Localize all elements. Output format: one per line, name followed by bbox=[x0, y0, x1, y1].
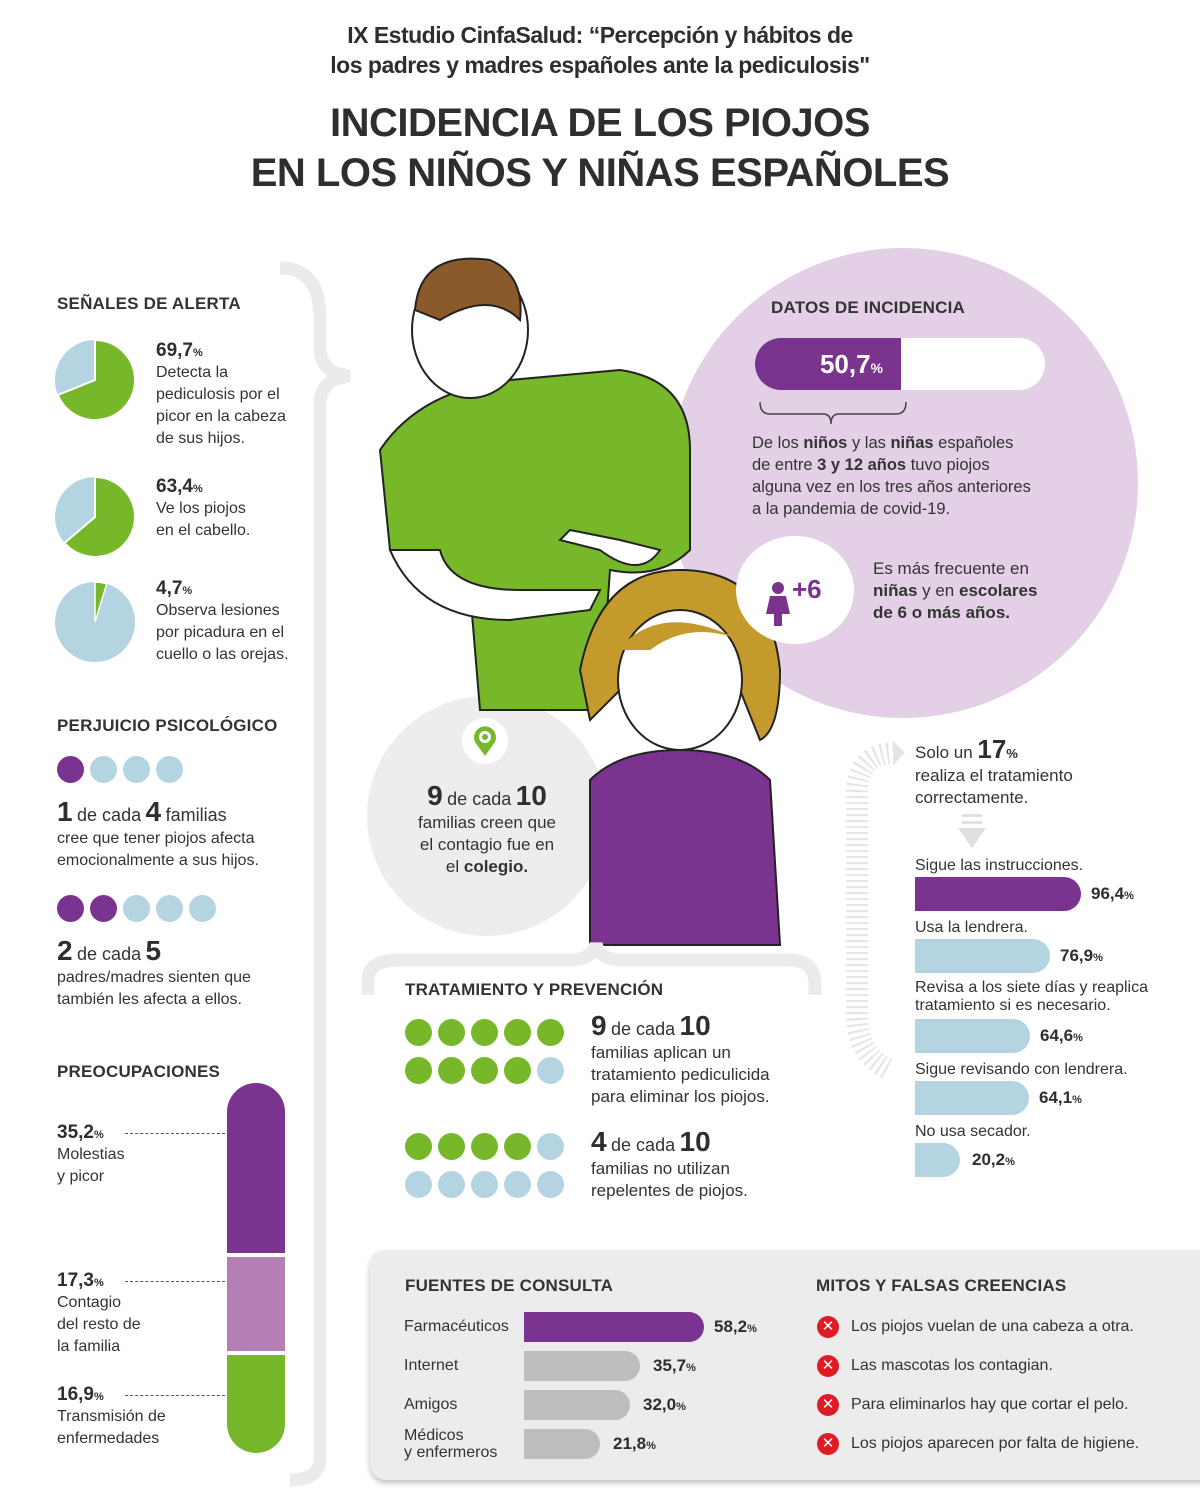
pie-chart-2 bbox=[53, 475, 137, 564]
subtitle: IX Estudio CinfaSalud: “Percepción y háb… bbox=[0, 20, 1200, 80]
incidencia-brace-icon bbox=[759, 401, 907, 425]
mito-item: ✕ Los piojos aparecen por falta de higie… bbox=[817, 1431, 1139, 1457]
curved-arrow-icon bbox=[846, 741, 905, 1080]
page-title: INCIDENCIA DE LOS PIOJOS EN LOS NIÑOS Y … bbox=[0, 98, 1200, 198]
colegio-text: 9 de cada 10 familias creen que el conta… bbox=[418, 780, 556, 876]
left-bracket bbox=[280, 258, 351, 1488]
subtitle-line-2: los padres y madres españoles ante la pe… bbox=[330, 52, 870, 78]
correcto-bar-row: 64,6% bbox=[915, 1019, 1195, 1053]
correcto-bar-row: 96,4% bbox=[915, 877, 1195, 911]
x-circle-icon: ✕ bbox=[817, 1316, 839, 1338]
girl-icon bbox=[766, 582, 790, 626]
fuentes-heading: FUENTES DE CONSULTA bbox=[405, 1276, 614, 1295]
mito-item: ✕ Los piojos vuelan de una cabeza a otra… bbox=[817, 1314, 1139, 1340]
location-pin-icon bbox=[462, 718, 508, 764]
bar-segment-transmision bbox=[227, 1355, 285, 1453]
title-line-2: EN LOS NIÑOS Y NIÑAS ESPAÑOLES bbox=[250, 151, 950, 195]
preocupacion-item-1: 35,2% Molestias y picor bbox=[57, 1122, 125, 1185]
leader-line-1 bbox=[125, 1133, 225, 1134]
preocupacion-item-2: 17,3% Contagio del resto de la familia bbox=[57, 1270, 141, 1355]
x-circle-icon: ✕ bbox=[817, 1433, 839, 1455]
fuente-row: Farmacéuticos 58,2% bbox=[404, 1311, 794, 1343]
leader-line-3 bbox=[125, 1395, 225, 1396]
mitos-list: ✕ Los piojos vuelan de una cabeza a otra… bbox=[817, 1314, 1139, 1457]
pie-chart-3 bbox=[53, 580, 137, 669]
preocupacion-item-3: 16,9% Transmisión de enfermedades bbox=[57, 1384, 166, 1447]
brace-icon bbox=[280, 261, 351, 1487]
age-badge: +6 bbox=[792, 574, 822, 604]
senal-item-1: 69,7% Detecta la pediculosis por el pico… bbox=[156, 340, 286, 447]
senal-item-2: 63,4% Ve los piojos en el cabello. bbox=[156, 476, 251, 539]
incidencia-description: De los niños y las niñas españoles de en… bbox=[752, 434, 1031, 518]
x-circle-icon: ✕ bbox=[817, 1394, 839, 1416]
dots-4-of-10 bbox=[405, 1133, 575, 1203]
incidencia-bar-fill: 50,7% bbox=[755, 338, 901, 390]
frecuencia-text: Es más frecuente en niñas y en escolares… bbox=[873, 559, 1038, 622]
bar-segment-contagio bbox=[227, 1257, 285, 1351]
subtitle-line-1: IX Estudio CinfaSalud: “Percepción y háb… bbox=[347, 22, 853, 48]
fuentes-chart: Farmacéuticos 58,2% Internet 35,7% Amigo… bbox=[404, 1311, 794, 1461]
fuente-row: Amigos 32,0% bbox=[404, 1389, 794, 1421]
perjuicio-item-2: 2 de cada 5 padres/madres sienten que ta… bbox=[57, 935, 251, 1008]
dots-2-of-5 bbox=[57, 895, 222, 927]
dots-1-of-4 bbox=[57, 756, 189, 788]
tratamiento-item-2: 4 de cada 10 familias no utilizan repele… bbox=[591, 1126, 748, 1200]
senales-heading: SEÑALES DE ALERTA bbox=[57, 294, 241, 313]
bar-segment-molestias bbox=[227, 1083, 285, 1253]
tratamiento-heading: TRATAMIENTO Y PREVENCIÓN bbox=[405, 980, 664, 999]
incidencia-bar: 50,7% bbox=[755, 338, 1045, 390]
perjuicio-item-1: 1 de cada 4 familias cree que tener pioj… bbox=[57, 796, 259, 869]
fuente-row: Internet 35,7% bbox=[404, 1350, 794, 1382]
correcto-header: Solo un 17% realiza el tratamiento corre… bbox=[915, 734, 1073, 807]
mito-item: ✕ Las mascotas los contagian. bbox=[817, 1353, 1139, 1379]
dots-9-of-10 bbox=[405, 1019, 575, 1089]
fuente-row: Médicos y enfermeros 21,8% bbox=[404, 1427, 656, 1461]
incidencia-heading: DATOS DE INCIDENCIA bbox=[771, 298, 965, 317]
x-circle-icon: ✕ bbox=[817, 1355, 839, 1377]
preocupaciones-heading: PREOCUPACIONES bbox=[57, 1062, 221, 1081]
bottom-panel bbox=[370, 1250, 1200, 1480]
tratamiento-bracket bbox=[361, 941, 822, 995]
pie-chart-1 bbox=[53, 338, 137, 427]
tratamiento-item-1: 9 de cada 10 familias aplican un tratami… bbox=[591, 1010, 770, 1106]
stacked-bar bbox=[227, 1083, 285, 1453]
mito-item: ✕ Para eliminarlos hay que cortar el pel… bbox=[817, 1392, 1139, 1418]
correcto-bar-row: 20,2% bbox=[915, 1143, 1195, 1177]
mitos-heading: MITOS Y FALSAS CREENCIAS bbox=[816, 1276, 1067, 1295]
parent-child-illustration bbox=[378, 257, 782, 946]
leader-line-2 bbox=[125, 1281, 225, 1282]
down-arrow-icon bbox=[958, 814, 986, 848]
badge-starburst: +6 bbox=[740, 540, 850, 640]
senal-item-3: 4,7% Observa lesiones por picadura en el… bbox=[156, 578, 289, 663]
correcto-bar-row: 64,1% bbox=[915, 1081, 1195, 1115]
perjuicio-heading: PERJUICIO PSICOLÓGICO bbox=[57, 716, 278, 735]
correcto-bar-row: 76,9% bbox=[915, 939, 1195, 973]
correcto-bars: Sigue las instrucciones. 96,4% Usa la le… bbox=[915, 855, 1195, 1177]
title-line-1: INCIDENCIA DE LOS PIOJOS bbox=[330, 101, 870, 145]
